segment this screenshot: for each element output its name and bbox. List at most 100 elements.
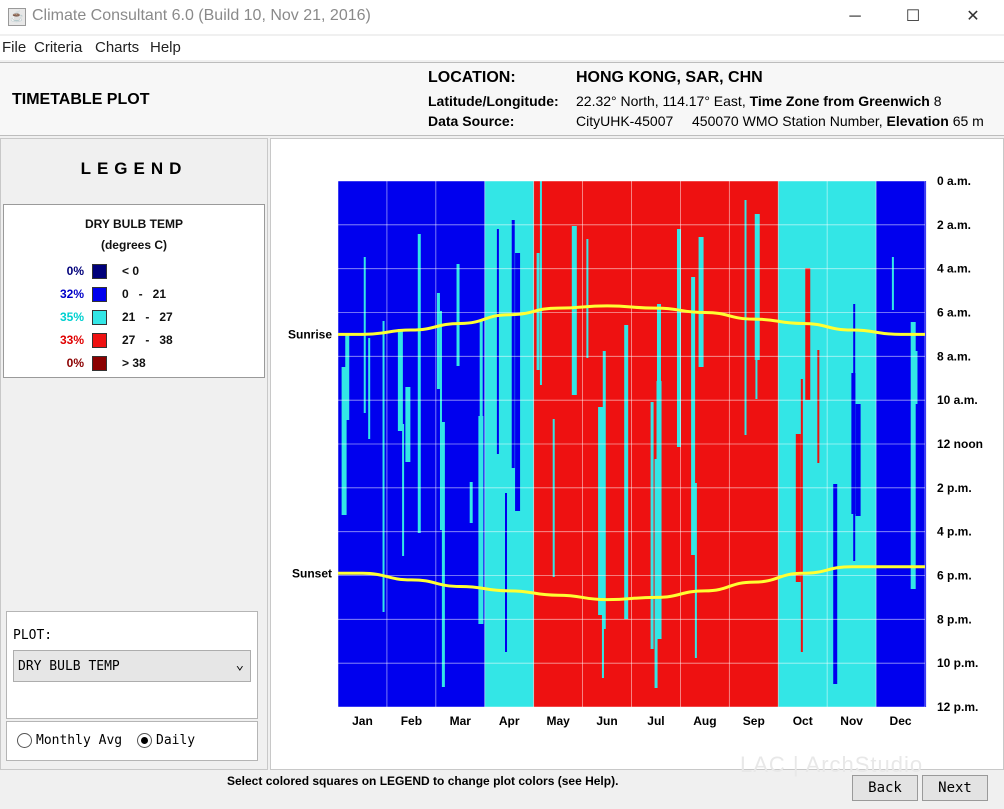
wmo-value: 450070 WMO Station Number,: [692, 113, 883, 129]
wmo-line: 450070 WMO Station Number, Elevation 65 …: [692, 113, 984, 129]
day-streak: [910, 322, 916, 589]
day-streak: [754, 214, 760, 360]
x-tick-label: Feb: [401, 714, 422, 728]
plot-dropdown[interactable]: DRY BULB TEMP ⌄: [13, 650, 251, 682]
y-tick-label: 8 p.m.: [937, 612, 972, 626]
legend-color-swatch[interactable]: [92, 356, 107, 371]
x-tick-label: Apr: [499, 714, 520, 728]
day-streak: [601, 464, 604, 678]
day-streak: [656, 304, 661, 541]
legend-percent: 0%: [66, 356, 84, 370]
x-tick-label: Mar: [450, 714, 472, 728]
menu-bar: File Criteria Charts Help: [0, 36, 1004, 60]
x-tick-label: Dec: [890, 714, 912, 728]
location-label: LOCATION:: [428, 69, 516, 86]
sunrise-line: [337, 304, 925, 336]
day-streak: [345, 334, 350, 420]
day-streak: [698, 237, 704, 367]
menu-criteria[interactable]: Criteria: [34, 39, 83, 56]
legend-color-swatch[interactable]: [92, 333, 107, 348]
latlon-line: 22.32° North, 114.17° East, Time Zone fr…: [576, 93, 942, 109]
day-streak: [505, 493, 508, 652]
y-tick-label: 6 p.m.: [937, 569, 972, 583]
radio-monthly-avg[interactable]: [17, 733, 32, 748]
day-streak: [891, 257, 894, 310]
day-streak: [833, 484, 838, 684]
legend-box: DRY BULB TEMP (degrees C) 0% < 0 32% 0 - 21…: [3, 204, 265, 378]
sunset-line: [338, 565, 925, 602]
source-label: Data Source:: [428, 113, 515, 129]
y-tick-label: 8 a.m.: [937, 349, 971, 363]
day-streak: [496, 229, 499, 454]
day-streak: [441, 422, 445, 687]
legend-range: > 38: [122, 356, 146, 370]
info-header: TIMETABLE PLOT LOCATION: HONG KONG, SAR,…: [0, 62, 1004, 136]
timezone-label: Time Zone from Greenwich: [749, 93, 930, 109]
day-streak: [456, 264, 460, 366]
legend-color-swatch[interactable]: [92, 287, 107, 302]
plot-selector-panel: PLOT: DRY BULB TEMP ⌄: [6, 611, 258, 719]
legend-color-swatch[interactable]: [92, 310, 107, 325]
minimize-button[interactable]: ─: [849, 8, 861, 25]
day-streak: [650, 402, 654, 649]
elevation-label: Elevation: [886, 113, 949, 129]
day-streak: [341, 367, 347, 515]
next-button[interactable]: Next: [922, 775, 988, 801]
day-streak: [602, 351, 606, 629]
legend-row: 0% > 38: [4, 355, 264, 371]
day-streak: [851, 373, 856, 514]
legend-range: 21 - 27: [122, 310, 173, 324]
radio-daily-label: Daily: [156, 733, 196, 748]
day-streak: [586, 239, 589, 358]
x-tick-label: Jan: [352, 714, 373, 728]
java-cup-icon: ☕: [8, 8, 26, 26]
x-tick-label: Oct: [793, 714, 813, 728]
y-tick-label: 12 noon: [937, 437, 983, 451]
menu-file[interactable]: File: [2, 39, 27, 56]
day-streak: [552, 419, 555, 577]
status-text: Select colored squares on LEGEND to chan…: [227, 774, 619, 788]
window-title: Climate Consultant 6.0 (Build 10, Nov 21…: [32, 7, 371, 24]
day-streak: [817, 350, 820, 463]
chart-panel: 0 a.m. 2 a.m. 4 a.m. 6 a.m. 8 a.m. 10 a.m. 12 …: [270, 138, 1004, 770]
back-button[interactable]: Back: [852, 775, 918, 801]
y-tick-label: 4 a.m.: [937, 262, 971, 276]
legend-title: DRY BULB TEMP: [84, 217, 183, 231]
plot-dropdown-value: DRY BULB TEMP: [18, 659, 120, 674]
latlon-value: 22.32° North, 114.17° East,: [576, 93, 746, 109]
x-tick-label: May: [546, 714, 570, 728]
plot-label: PLOT:: [13, 628, 53, 643]
y-tick-label: 4 p.m.: [937, 525, 972, 539]
y-tick-label: 6 a.m.: [937, 306, 971, 320]
close-button[interactable]: ✕: [966, 8, 980, 25]
latlon-label: Latitude/Longitude:: [428, 93, 559, 109]
x-tick-label: Sep: [743, 714, 765, 728]
radio-daily[interactable]: [137, 733, 152, 748]
y-tick-label: 0 a.m.: [937, 174, 971, 188]
legend-color-swatch[interactable]: [92, 264, 107, 279]
y-tick-label: 2 a.m.: [937, 218, 971, 232]
day-streak: [511, 220, 515, 468]
day-streak: [805, 268, 811, 400]
legend-percent: 32%: [59, 287, 84, 301]
legend-heading: LEGEND: [80, 159, 188, 178]
day-streak: [571, 226, 577, 395]
day-streak: [397, 329, 403, 431]
day-streak: [469, 482, 473, 523]
watermark-logo: LAC | ArchStudio: [740, 752, 924, 777]
day-streak: [402, 424, 405, 556]
day-streak: [479, 319, 483, 489]
x-tick-label: Jun: [596, 714, 617, 728]
sunset-label: Sunset: [292, 566, 332, 580]
chevron-down-icon: ⌄: [235, 657, 244, 673]
legend-row: 32% 0 - 21: [4, 286, 264, 302]
maximize-button[interactable]: ☐: [905, 8, 921, 25]
day-streak: [598, 407, 604, 615]
mode-panel: Monthly Avg Daily: [6, 721, 258, 761]
menu-help[interactable]: Help: [150, 39, 181, 56]
day-streak: [539, 181, 542, 385]
x-tick-label: Jul: [647, 714, 664, 728]
timetable-chart: 0 a.m. 2 a.m. 4 a.m. 6 a.m. 8 a.m. 10 a.m. 12 …: [288, 174, 983, 728]
menu-charts[interactable]: Charts: [95, 39, 140, 56]
y-tick-label: 12 p.m.: [937, 700, 978, 714]
